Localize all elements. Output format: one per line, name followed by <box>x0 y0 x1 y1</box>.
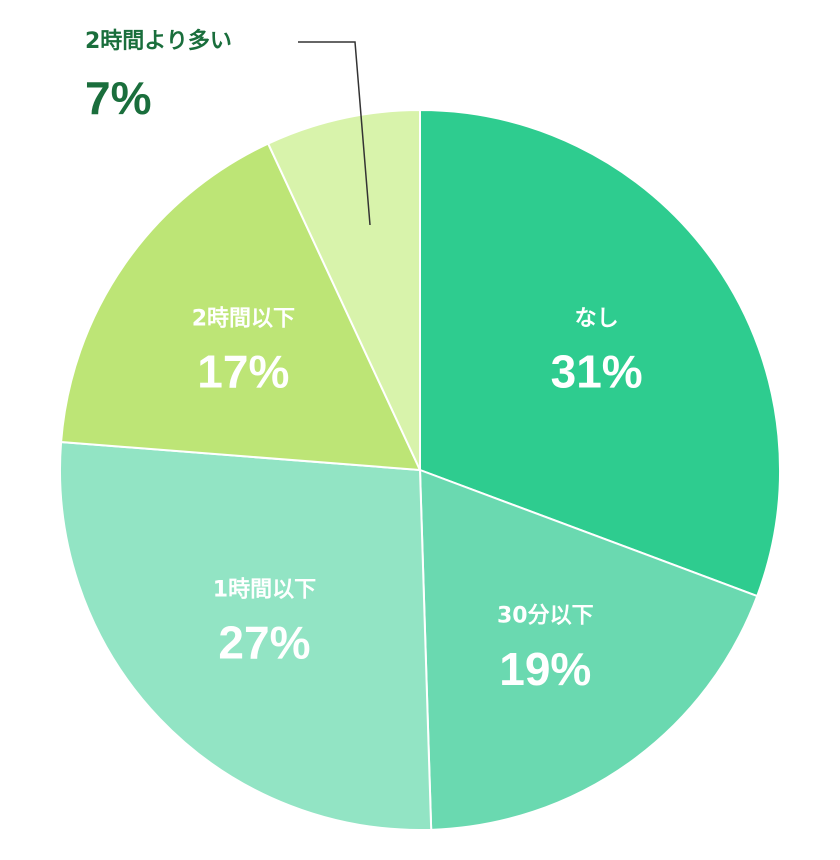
pie-slice <box>419 108 781 598</box>
category-label: 30分以下 <box>497 604 594 629</box>
value-label: 7% <box>85 72 151 124</box>
category-label: なし <box>575 306 619 331</box>
pie <box>59 108 781 831</box>
category-label: 2時間以下 <box>192 306 295 331</box>
leader-line <box>298 41 371 226</box>
value-label: 31% <box>551 346 643 398</box>
pie-slice <box>418 468 759 831</box>
pie-slice <box>266 108 421 471</box>
category-label: 1時間以下 <box>213 577 316 602</box>
value-label: 27% <box>218 617 310 669</box>
value-label: 19% <box>499 643 591 695</box>
labels: なし 31% 30分以下 19% 1時間以下 27% 2時間以下 17% 2時間より多い 7% <box>85 28 643 695</box>
pie-slice <box>60 142 422 472</box>
category-label: 2時間より多い <box>85 28 232 54</box>
pie-slice <box>59 440 433 831</box>
value-label: 17% <box>197 346 289 398</box>
